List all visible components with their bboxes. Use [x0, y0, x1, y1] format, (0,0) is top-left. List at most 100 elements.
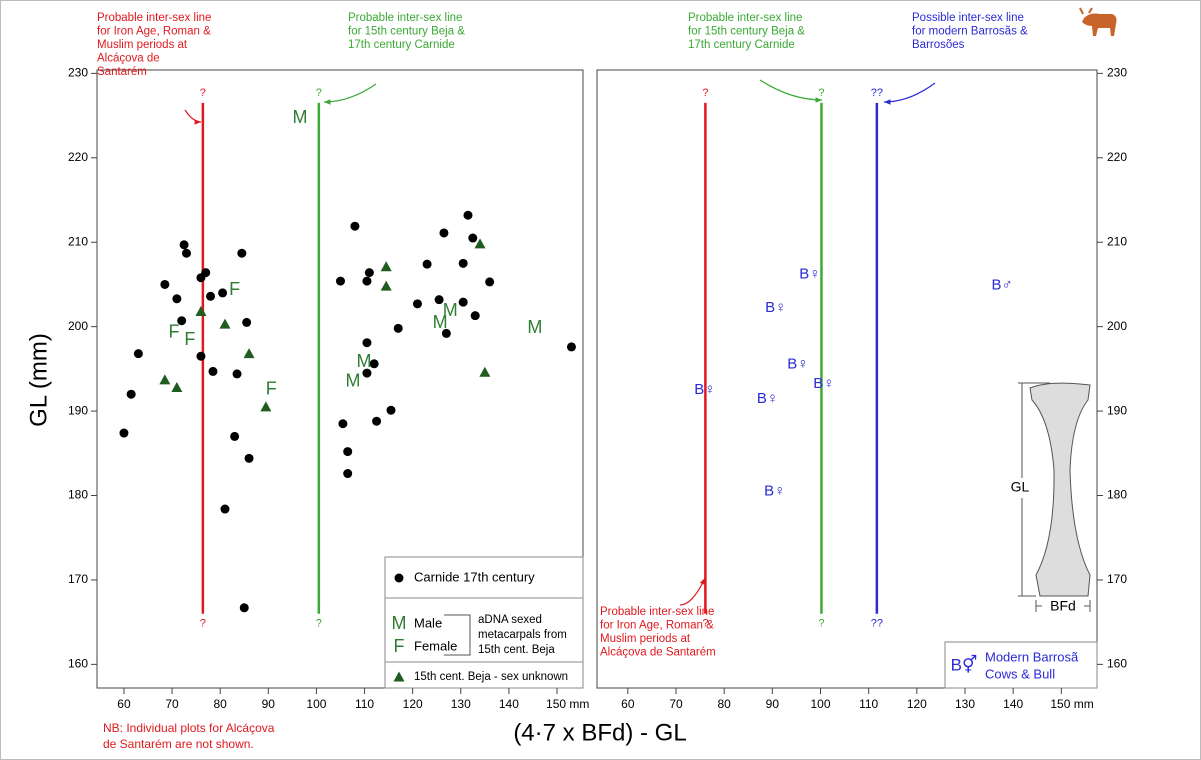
bone-inset [1005, 382, 1091, 612]
point: B♀ [694, 381, 715, 398]
x-tick-label: 90 [766, 697, 780, 711]
legend-marker: B⚥ [951, 654, 978, 674]
y-tick-label: 180 [1107, 488, 1127, 502]
point: M [345, 370, 360, 390]
x-tick-label: 60 [117, 697, 131, 711]
x-tick-label: 80 [717, 697, 731, 711]
y-tick-label: 230 [68, 66, 88, 80]
y-axis-title: GL (mm) [25, 333, 52, 427]
point: M [357, 351, 372, 371]
point [260, 401, 272, 412]
line-end-label: ? [702, 87, 708, 99]
point [239, 603, 249, 613]
y-tick-label: 210 [1107, 234, 1127, 248]
annotation-arrowhead [884, 99, 891, 105]
y-tick-label: 190 [68, 403, 88, 417]
annotation: Muslim periods at [600, 633, 691, 645]
point [380, 280, 392, 291]
legend-marker: M [392, 613, 407, 633]
point: M [293, 107, 308, 127]
x-tick-label: 150 mm [546, 697, 589, 711]
legend-label: Male [414, 615, 442, 630]
point [243, 348, 255, 359]
point [232, 369, 242, 379]
point: M [433, 312, 448, 332]
x-tick-label: 140 [499, 697, 519, 711]
line-end-label: ? [200, 618, 206, 630]
point: B♂ [991, 276, 1012, 293]
point [372, 416, 382, 426]
line-end-label: ? [316, 87, 322, 99]
x-tick-label: 140 [1003, 697, 1023, 711]
legend-group-label: aDNA sexed [478, 614, 542, 626]
x-axis-title: (4·7 x BFd) - GL [513, 719, 686, 746]
point [350, 221, 360, 231]
annotation: for 15th century Beja & [688, 26, 805, 38]
point [237, 248, 247, 258]
point: F [266, 379, 277, 399]
inset-label: GL [1011, 479, 1030, 495]
legend-group-label: metacarpals from [478, 629, 567, 641]
point [172, 294, 182, 304]
x-tick-label: 70 [165, 697, 179, 711]
point [179, 240, 189, 250]
legend-bracket [444, 614, 471, 656]
point: B♀ [765, 299, 786, 316]
point [160, 279, 170, 289]
point [208, 366, 218, 376]
line-end-label: ? [818, 618, 824, 630]
annotation: 17th century Carnide [688, 39, 795, 51]
point [206, 291, 216, 301]
annotation: Alcáçova de [97, 53, 160, 65]
point [463, 210, 473, 220]
annotation: Santarém [97, 66, 147, 78]
legend-label: Modern Barrosã [985, 649, 1079, 664]
point [386, 405, 396, 415]
point [458, 258, 468, 268]
point [380, 261, 392, 272]
x-tick-label: 120 [907, 697, 927, 711]
point [335, 276, 345, 286]
point [393, 671, 405, 682]
point [439, 228, 449, 238]
point [369, 359, 379, 369]
panel-frame [96, 69, 584, 689]
point [394, 573, 404, 583]
note: de Santarém are not shown. [103, 737, 254, 751]
x-tick-label: 60 [621, 697, 635, 711]
y-tick-label: 200 [68, 319, 88, 333]
legend [944, 641, 1098, 689]
annotation: for Iron Age, Roman & [97, 26, 211, 38]
annotation: Barrosões [912, 39, 965, 51]
x-tick-label: 100 [306, 697, 326, 711]
y-tick-label: 170 [68, 572, 88, 586]
y-tick-label: 160 [1107, 657, 1127, 671]
y-tick-label: 170 [1107, 572, 1127, 586]
point: B♀ [813, 375, 834, 392]
line-end-label: ? [702, 618, 708, 630]
point [362, 338, 372, 348]
point [244, 453, 254, 463]
legend-label: Cows & Bull [985, 666, 1055, 681]
y-tick-label: 180 [68, 488, 88, 502]
inset-label: BFd [1050, 598, 1076, 614]
point [362, 368, 372, 378]
point [201, 268, 211, 278]
point [566, 342, 576, 352]
annotation: Possible inter-sex line [912, 12, 1024, 24]
point [230, 431, 240, 441]
x-tick-label: 70 [669, 697, 683, 711]
line-end-label: ?? [871, 87, 883, 99]
annotation: Probable inter-sex line [97, 12, 211, 24]
x-tick-label: 110 [355, 697, 374, 711]
point [458, 297, 468, 307]
x-tick-label: 110 [859, 697, 878, 711]
legend-label: 15th cent. Beja - sex unknown [414, 671, 568, 683]
annotation: Muslim periods at [97, 39, 188, 51]
point: B♀ [764, 482, 785, 499]
y-tick-label: 230 [1107, 66, 1127, 80]
point: M [527, 317, 542, 337]
legend-label: Female [414, 638, 457, 653]
